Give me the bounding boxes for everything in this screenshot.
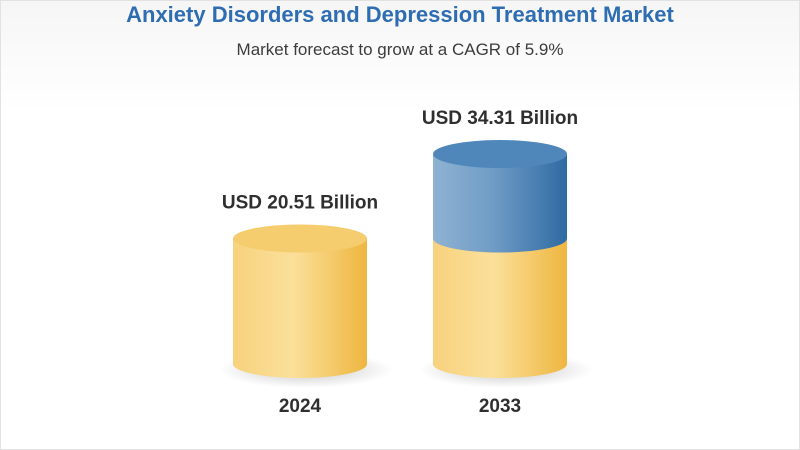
bar-2033-growth-body xyxy=(433,154,567,253)
bar-2024-base-top xyxy=(233,224,367,253)
bar-2033-growth-top xyxy=(433,140,567,169)
data-label: USD 34.31 Billion xyxy=(422,108,578,129)
chart-title: Anxiety Disorders and Depression Treatme… xyxy=(126,2,674,27)
bar-2024-base-body xyxy=(233,238,367,378)
category-label: 2024 xyxy=(279,396,322,417)
bar-2033-base-body xyxy=(433,238,567,378)
category-label: 2033 xyxy=(479,396,521,417)
data-label: USD 20.51 Billion xyxy=(222,192,378,213)
chart-subtitle: Market forecast to grow at a CAGR of 5.9… xyxy=(236,40,564,59)
